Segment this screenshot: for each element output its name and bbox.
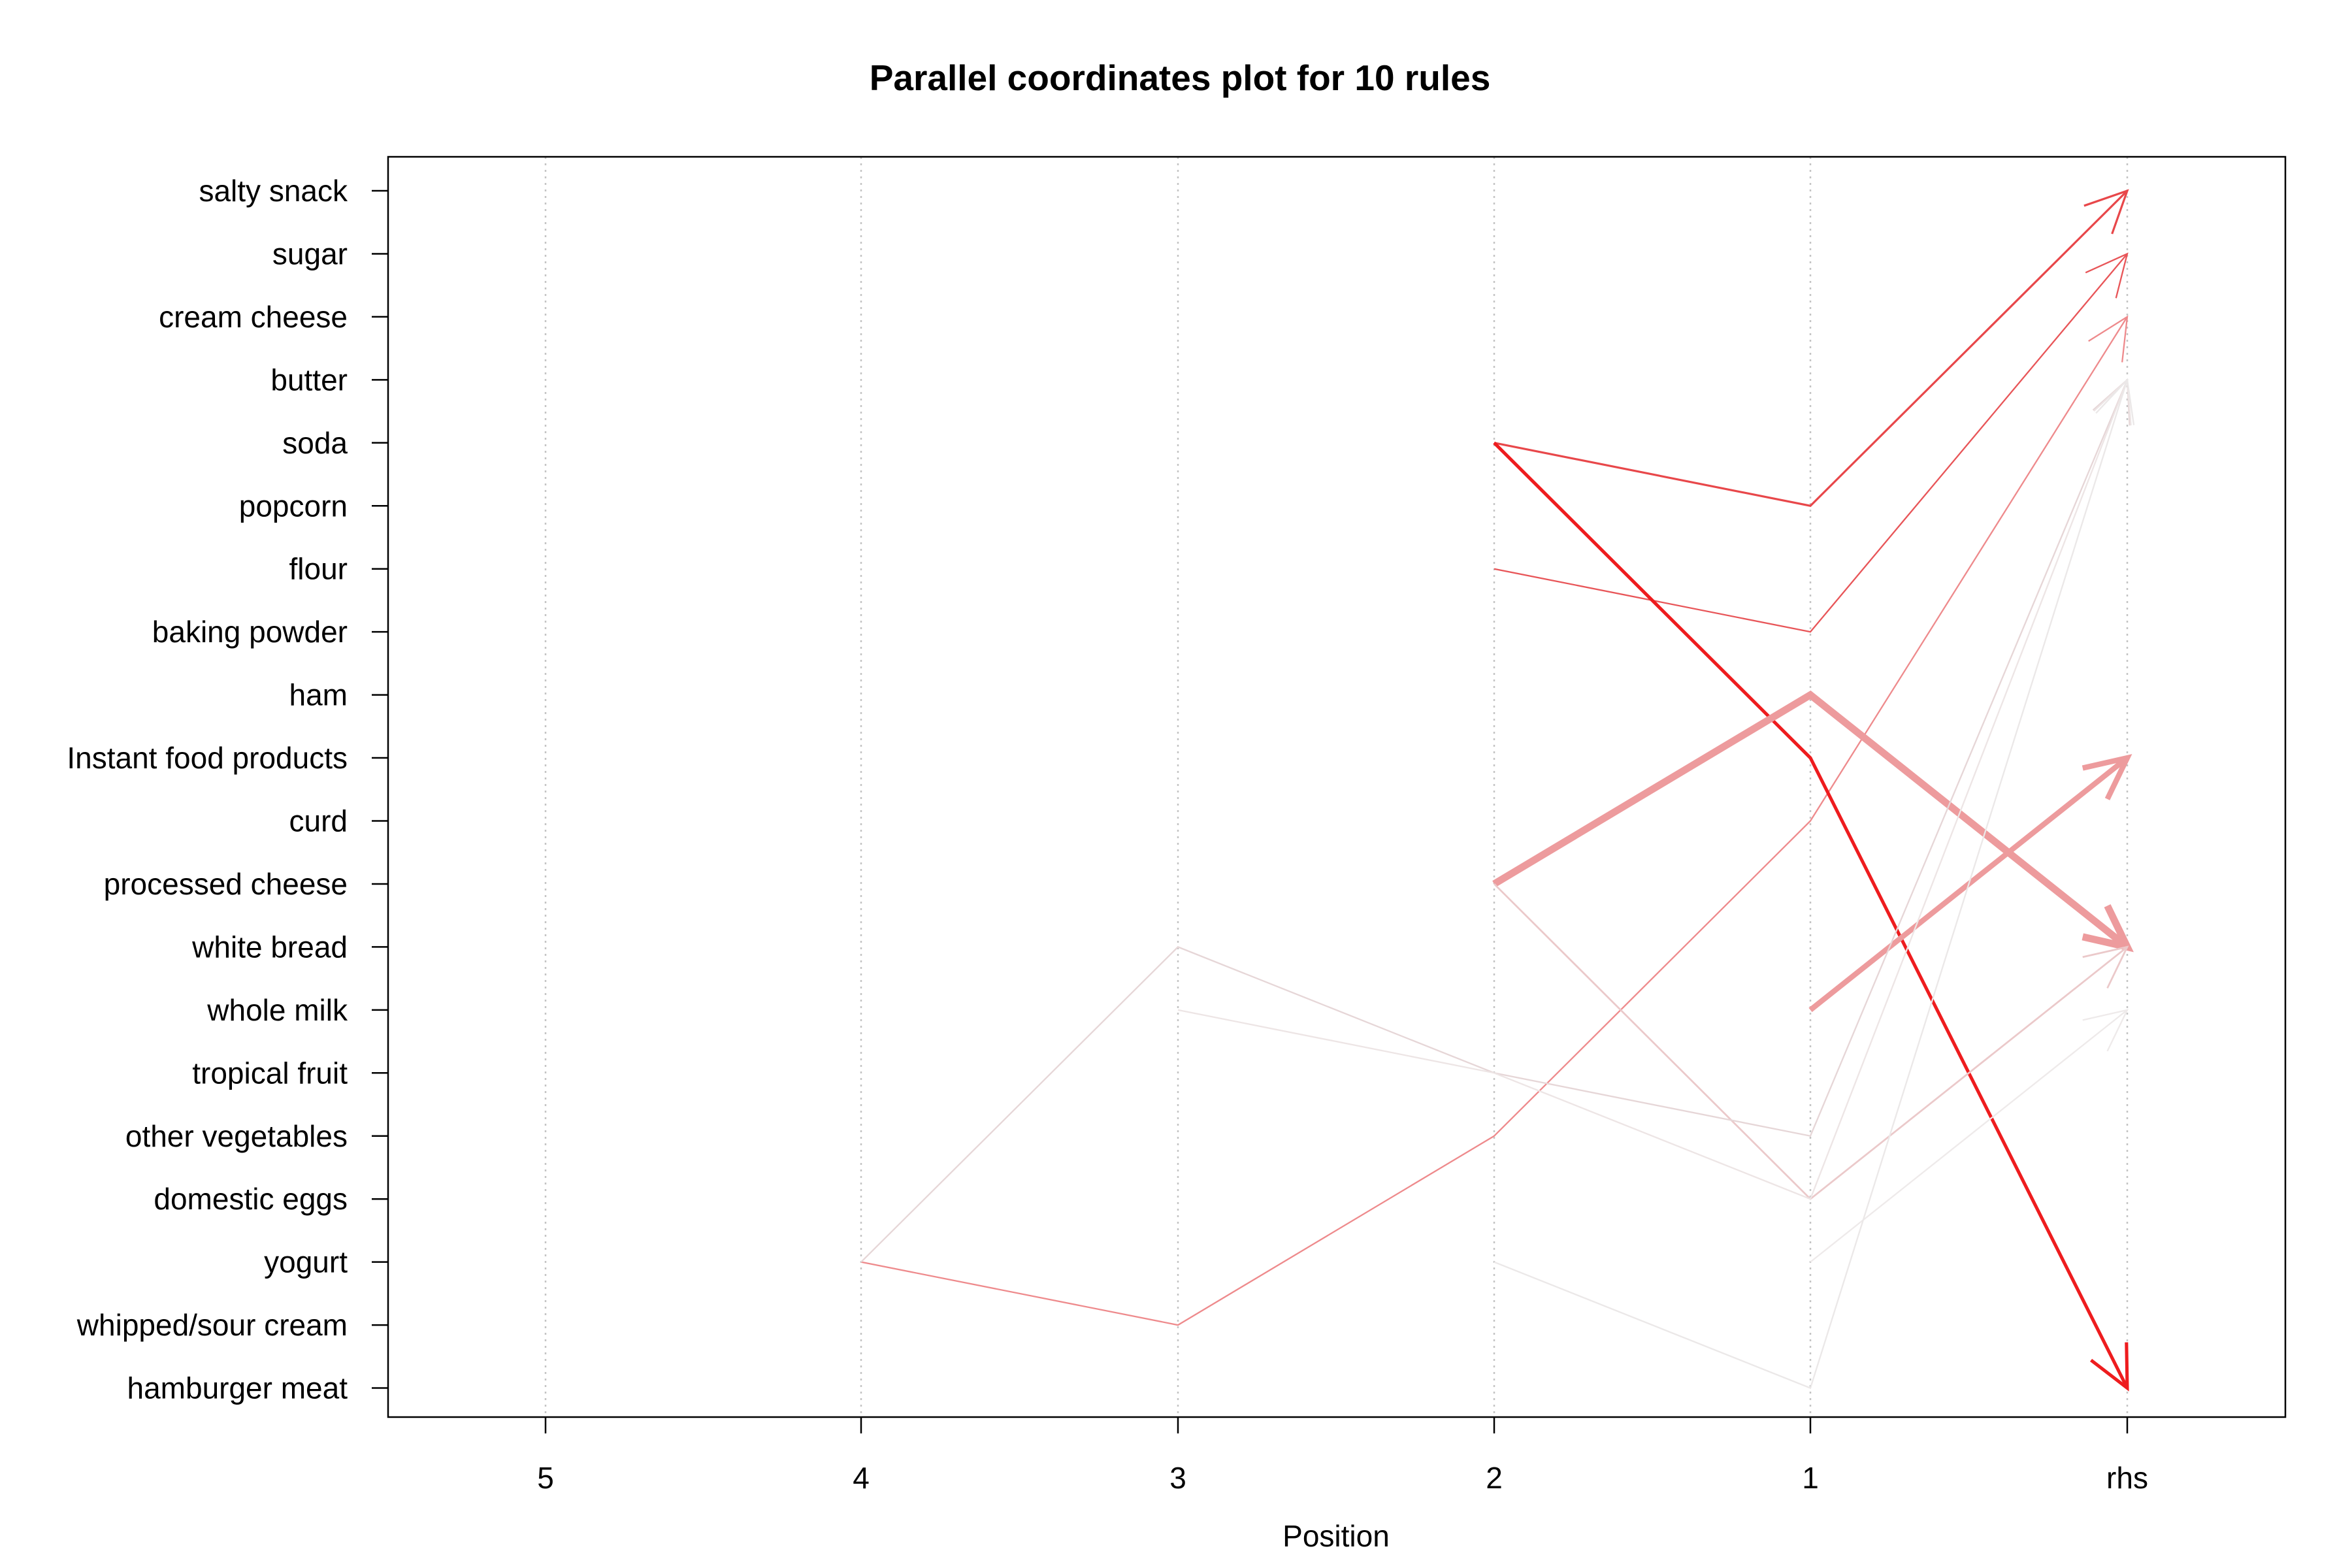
y-tick-label-flour: flour [289, 552, 348, 586]
grid-lines [544, 157, 2129, 1417]
rule-line [1494, 253, 2128, 633]
rule-arrowhead [2095, 378, 2135, 425]
x-tick-label-1: 1 [1802, 1461, 1819, 1495]
rule-arrowhead [2085, 252, 2129, 299]
rule-line [1493, 442, 2129, 1389]
rule-line [1494, 189, 2129, 507]
y-tick-label-ham: ham [289, 678, 348, 712]
y-tick-label-soda: soda [282, 426, 348, 460]
y-tick-label-curd: curd [289, 804, 348, 838]
y-tick-label-butter: butter [270, 363, 348, 397]
rule-4 [1493, 442, 2129, 1392]
rule-11 [1494, 378, 2135, 1390]
rule-arrowhead [2082, 945, 2129, 989]
rule-line [860, 316, 2128, 1326]
rule-line [1810, 1009, 2128, 1263]
y-tick-label-salty-snack: salty snack [199, 174, 348, 208]
y-tick-label-other-vegetables: other vegetables [125, 1119, 348, 1153]
y-tick-label-whole-milk: whole milk [206, 993, 348, 1027]
x-axis-label: Position [1282, 1519, 1390, 1553]
rule-line [1494, 380, 2129, 1390]
rule-arrowhead [2089, 1342, 2129, 1392]
rule-2 [1494, 252, 2129, 633]
rule-arrowhead [2082, 754, 2132, 800]
rule-3 [860, 315, 2129, 1326]
y-tick-label-instant-food-products: Instant food products [67, 741, 348, 775]
plot-frame [387, 155, 2287, 1418]
rule-8 [860, 378, 2131, 1263]
x-tick-label-rhs: rhs [2106, 1461, 2148, 1495]
rule-lines [860, 189, 2135, 1392]
rule-10 [1810, 1009, 2129, 1263]
y-tick-label-domestic-eggs: domestic eggs [154, 1182, 348, 1216]
rule-line [1492, 690, 2130, 950]
rule-arrowhead [2082, 1009, 2129, 1052]
y-tick-label-white-bread: white bread [191, 930, 348, 964]
rule-line [860, 379, 2129, 1263]
y-tick-label-popcorn: popcorn [239, 489, 348, 523]
chart-title: Parallel coordinates plot for 10 rules [870, 57, 1491, 98]
rule-arrowhead [2088, 315, 2129, 363]
y-tick-label-whipped-sour-cream: whipped/sour cream [76, 1308, 348, 1342]
y-axis: salty snack sugar cream cheese butter soda po… [67, 174, 388, 1405]
rule-arrowhead [2083, 189, 2129, 235]
rule-line [1177, 379, 2129, 1200]
x-axis: 5 4 3 2 1 rhs [537, 1417, 2148, 1495]
x-tick-label-4: 4 [853, 1461, 870, 1495]
y-tick-label-baking-powder: baking powder [152, 615, 348, 649]
y-tick-label-yogurt: yogurt [264, 1245, 348, 1279]
y-tick-label-hamburger-meat: hamburger meat [127, 1371, 348, 1405]
y-tick-label-cream-cheese: cream cheese [159, 300, 348, 334]
y-tick-label-sugar: sugar [272, 237, 348, 270]
y-tick-label-processed-cheese: processed cheese [104, 867, 348, 901]
y-tick-label-tropical-fruit: tropical fruit [192, 1056, 348, 1090]
x-tick-label-5: 5 [537, 1461, 554, 1495]
x-tick-label-2: 2 [1486, 1461, 1503, 1495]
rule-1 [1494, 189, 2129, 507]
x-tick-label-3: 3 [1169, 1461, 1186, 1495]
